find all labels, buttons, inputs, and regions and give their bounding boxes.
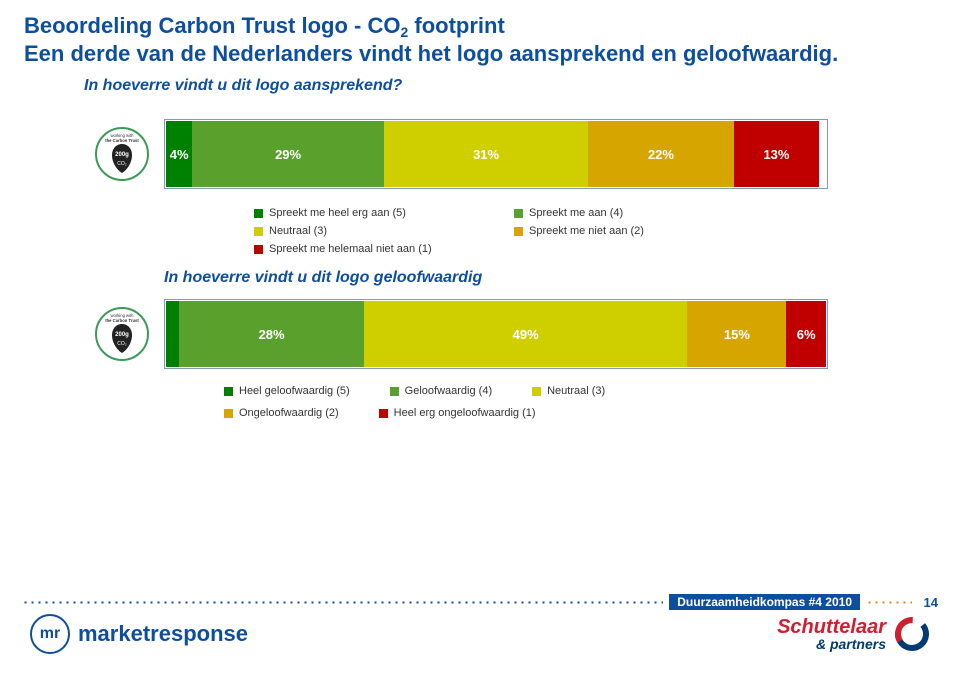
legend-label: Spreekt me aan (4) [529, 207, 623, 219]
legend-label: Heel erg ongeloofwaardig (1) [394, 407, 536, 419]
chart-1-stacked-bar: 4%29%31%22%13% [166, 121, 826, 187]
legend-label: Heel geloofwaardig (5) [239, 385, 350, 397]
bar-segment: 29% [192, 121, 383, 187]
chart-1-block: working with the Carbon Trust 200g CO₂ 4… [94, 119, 936, 189]
footer-source-text: Duurzaamheidkompas #4 2010 [669, 594, 860, 610]
chart-2-block: working with the Carbon Trust 200g CO₂ 2… [94, 299, 936, 369]
legend-label: Spreekt me heel erg aan (5) [269, 207, 406, 219]
legend-label: Spreekt me helemaal niet aan (1) [269, 243, 432, 255]
legend-label: Neutraal (3) [547, 385, 605, 397]
legend-item: Spreekt me aan (4) [514, 207, 754, 219]
bar-segment: 31% [384, 121, 589, 187]
legend-item: Neutraal (3) [254, 225, 494, 237]
bar-segment: 13% [734, 121, 820, 187]
legend-swatch [254, 209, 263, 218]
title-subscript: 2 [400, 24, 408, 40]
page-title: Beoordeling Carbon Trust logo - CO2 foot… [24, 12, 936, 40]
question-1: In hoeverre vindt u dit logo aansprekend… [84, 77, 936, 95]
chart-2-frame: 28%49%15%6% [164, 299, 828, 369]
sch-logo-icon [894, 616, 930, 652]
footer-page-number: 14 [912, 595, 938, 610]
legend-label: Spreekt me niet aan (2) [529, 225, 644, 237]
marketresponse-logo: mr marketresponse [30, 614, 248, 654]
bar-segment [166, 301, 179, 367]
bar-segment: 4% [166, 121, 192, 187]
legend-swatch [532, 387, 541, 396]
bar-segment: 22% [588, 121, 733, 187]
chart-2-legend: Heel geloofwaardig (5) Geloofwaardig (4) N… [224, 385, 936, 419]
chart-1-legend: Spreekt me heel erg aan (5) Spreekt me aa… [254, 207, 936, 255]
legend-item: Geloofwaardig (4) [390, 385, 492, 397]
footer-dots-orange [866, 598, 912, 606]
legend-item: Heel geloofwaardig (5) [224, 385, 350, 397]
svg-text:200g: 200g [115, 152, 129, 158]
footer-dots: Duurzaamheidkompas #4 2010 14 [0, 596, 960, 608]
bar-segment: 15% [687, 301, 786, 367]
legend-item: Neutraal (3) [532, 385, 605, 397]
svg-text:the Carbon Trust: the Carbon Trust [105, 138, 139, 143]
carbon-trust-badge-icon: working with the Carbon Trust 200g CO₂ [94, 126, 150, 182]
bar-segment: 28% [179, 301, 364, 367]
legend-item: Spreekt me helemaal niet aan (1) [254, 243, 494, 255]
legend-swatch [379, 409, 388, 418]
sch-logo-line2: & partners [777, 637, 886, 651]
legend-item: Heel erg ongeloofwaardig (1) [379, 407, 536, 419]
legend-item: Spreekt me heel erg aan (5) [254, 207, 494, 219]
legend-swatch [224, 387, 233, 396]
chart-2-stacked-bar: 28%49%15%6% [166, 301, 826, 367]
legend-item: Spreekt me niet aan (2) [514, 225, 754, 237]
title-main: Beoordeling Carbon Trust logo - CO [24, 13, 400, 38]
legend-swatch [390, 387, 399, 396]
page-subtitle: Een derde van de Nederlanders vindt het … [24, 40, 936, 68]
chart-1-frame: 4%29%31%22%13% [164, 119, 828, 189]
svg-text:CO₂: CO₂ [117, 341, 127, 347]
legend-swatch [254, 245, 263, 254]
mr-logo-icon: mr [30, 614, 70, 654]
carbon-trust-badge-icon: working with the Carbon Trust 200g CO₂ [94, 306, 150, 362]
title-tail: footprint [408, 13, 505, 38]
schuttelaar-logo: Schuttelaar & partners [777, 616, 930, 652]
footer-dots-blue [22, 598, 663, 606]
svg-text:CO₂: CO₂ [117, 161, 127, 167]
legend-label: Geloofwaardig (4) [405, 385, 492, 397]
svg-text:the Carbon Trust: the Carbon Trust [105, 318, 139, 323]
legend-swatch [514, 209, 523, 218]
legend-label: Neutraal (3) [269, 225, 327, 237]
bar-segment: 49% [364, 301, 687, 367]
legend-item: Ongeloofwaardig (2) [224, 407, 339, 419]
legend-swatch [254, 227, 263, 236]
svg-text:200g: 200g [115, 332, 129, 338]
bar-segment: 6% [786, 301, 826, 367]
mr-logo-text: marketresponse [78, 621, 248, 647]
legend-swatch [224, 409, 233, 418]
sch-logo-line1: Schuttelaar [777, 617, 886, 637]
page-footer: Duurzaamheidkompas #4 2010 14 mr marketr… [0, 596, 960, 674]
legend-swatch [514, 227, 523, 236]
question-2: In hoeverre vindt u dit logo geloofwaard… [164, 269, 936, 287]
legend-label: Ongeloofwaardig (2) [239, 407, 339, 419]
